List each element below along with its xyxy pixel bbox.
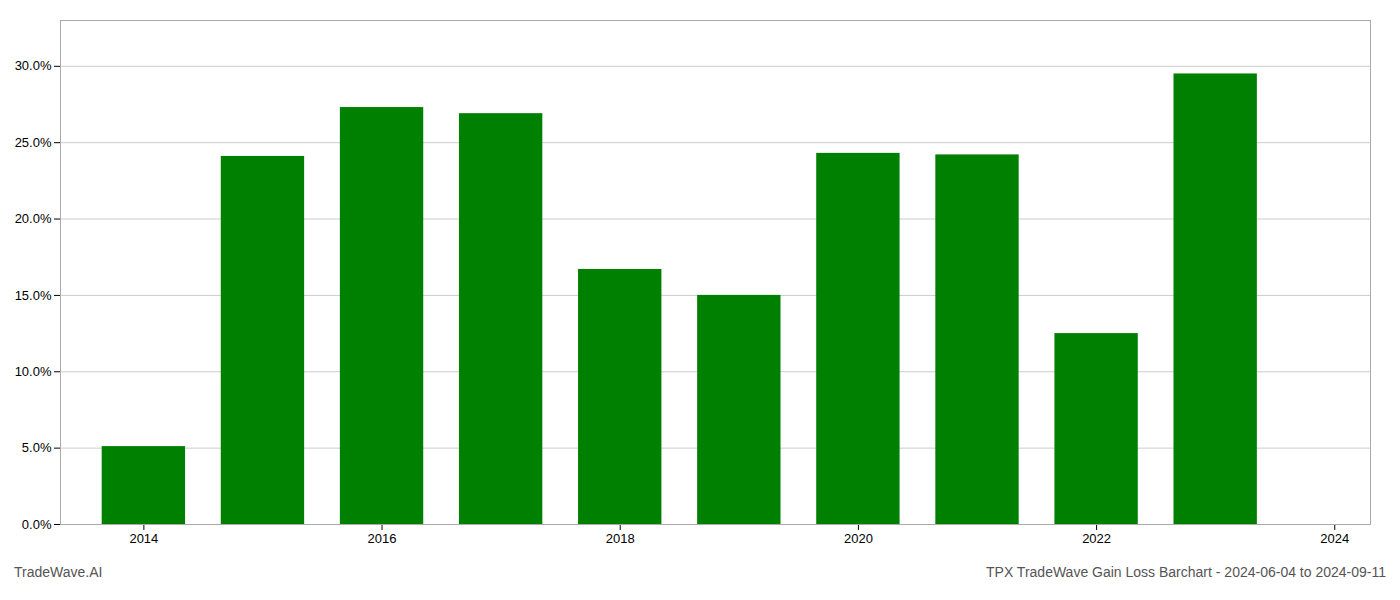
svg-text:2020: 2020 <box>844 531 873 546</box>
svg-text:30.0%: 30.0% <box>15 58 52 73</box>
svg-text:0.0%: 0.0% <box>22 517 52 532</box>
svg-text:25.0%: 25.0% <box>15 135 52 150</box>
html-text:TPX TradeWave Gain Loss Barcha: TPX TradeWave Gain Loss Barchart - 2024-… <box>986 564 1386 580</box>
html-text:TradeWave.AI: TradeWave.AI <box>14 564 103 580</box>
svg-text:2016: 2016 <box>368 531 397 546</box>
svg-text:2024: 2024 <box>1320 531 1349 546</box>
svg-text:2018: 2018 <box>606 531 635 546</box>
svg-text:2014: 2014 <box>129 531 158 546</box>
svg-text:20.0%: 20.0% <box>15 211 52 226</box>
svg-text:5.0%: 5.0% <box>22 440 52 455</box>
svg-text:10.0%: 10.0% <box>15 364 52 379</box>
svg-text:2022: 2022 <box>1082 531 1111 546</box>
svg-text:15.0%: 15.0% <box>15 288 52 303</box>
